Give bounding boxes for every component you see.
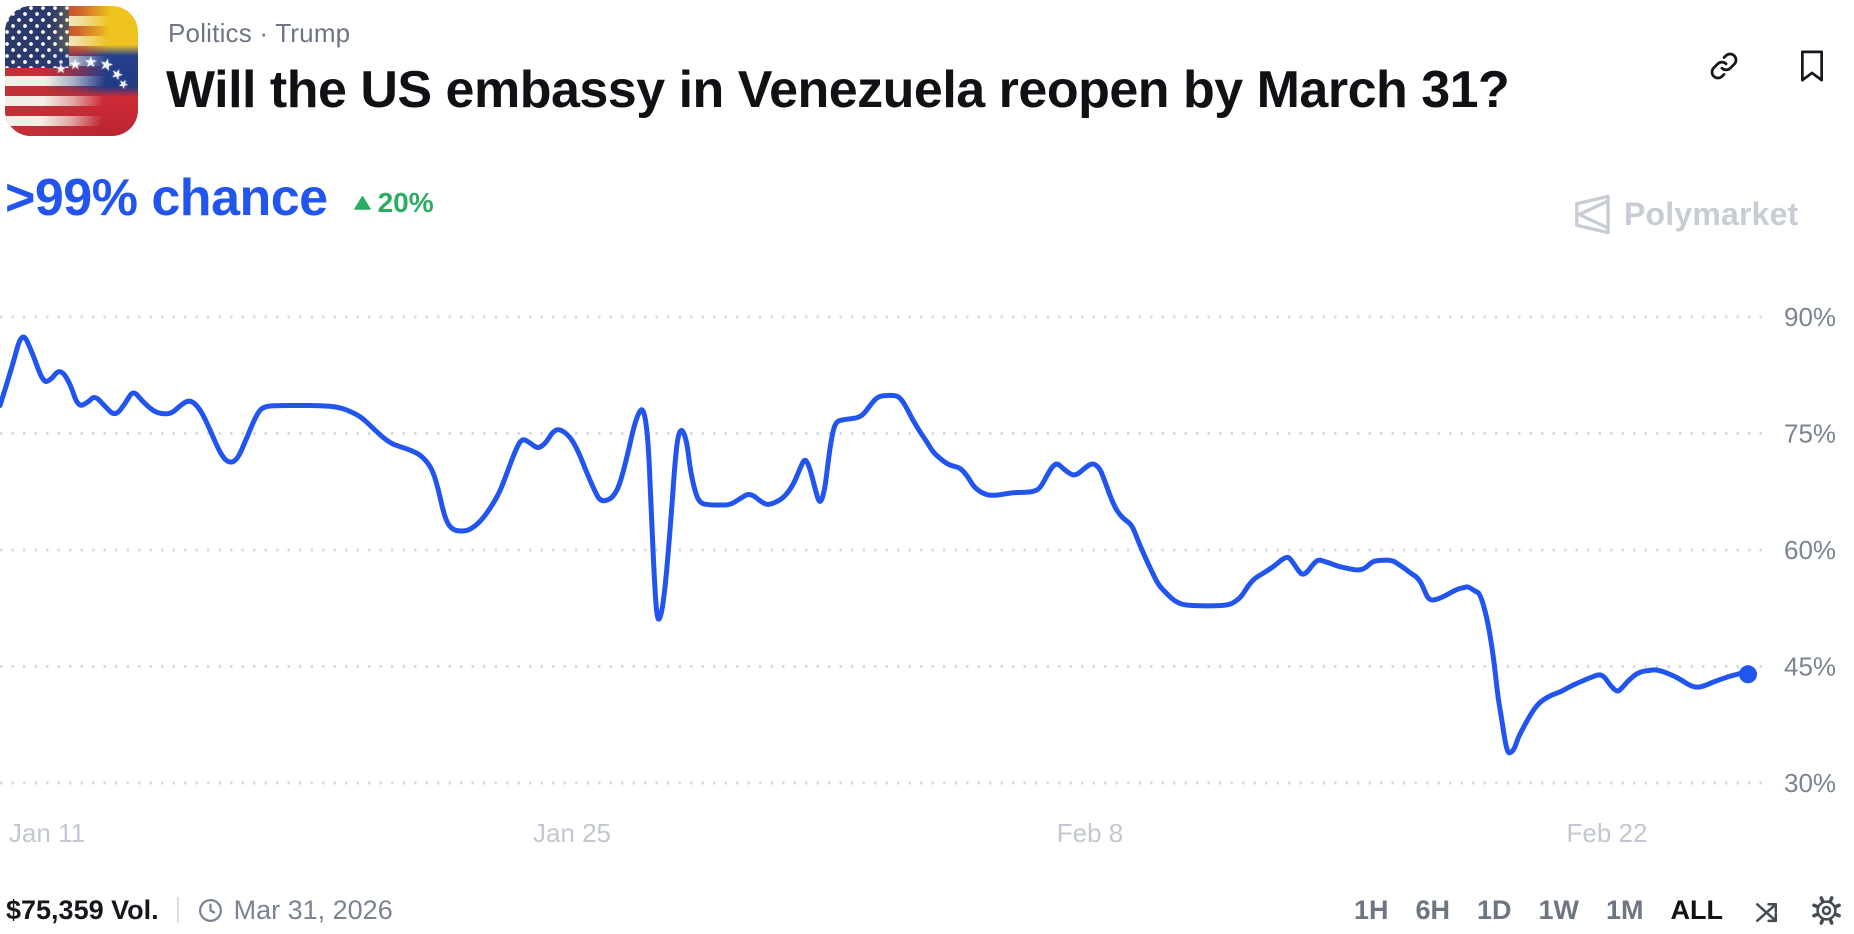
price-chart[interactable]: 90% 75% 60% 45% 30% Jan 11 Jan 25 Feb 8 Feb 22 <box>0 0 1854 870</box>
bookmark-button[interactable] <box>1794 48 1830 84</box>
svg-text:30%: 30% <box>1784 768 1836 798</box>
range-button-1w[interactable]: 1W <box>1538 894 1580 925</box>
svg-text:Jan 11: Jan 11 <box>9 818 85 848</box>
polymarket-logo-icon <box>1575 194 1610 235</box>
svg-text:Feb 22: Feb 22 <box>1567 818 1648 848</box>
copy-link-button[interactable] <box>1706 48 1742 84</box>
flag-star-icon: ★ <box>69 56 82 72</box>
chart-settings-button[interactable] <box>1809 893 1843 927</box>
svg-text:60%: 60% <box>1784 535 1836 565</box>
range-button-1h[interactable]: 1H <box>1353 894 1389 925</box>
svg-text:Jan 25: Jan 25 <box>533 818 611 848</box>
range-button-6h[interactable]: 6H <box>1415 894 1450 925</box>
svg-text:90%: 90% <box>1784 302 1836 332</box>
gear-icon <box>1811 895 1841 925</box>
flag-star-icon: ★ <box>84 54 98 71</box>
polymarket-watermark: Polymarket <box>1568 192 1799 237</box>
clock-icon <box>198 898 222 922</box>
end-date-text: Mar 31, 2026 <box>233 894 393 925</box>
delta-value: 20% <box>377 187 434 218</box>
arrow-up-icon <box>353 196 371 210</box>
y-axis-labels: 90% 75% 60% 45% 30% <box>1784 302 1836 798</box>
footer-divider <box>176 897 179 923</box>
bookmark-icon <box>1801 50 1823 82</box>
watermark-brand-text: Polymarket <box>1624 196 1799 232</box>
x-axis-labels: Jan 11 Jan 25 Feb 8 Feb 22 <box>9 818 1648 848</box>
svg-text:Feb 8: Feb 8 <box>1057 818 1124 848</box>
link-icon <box>1710 52 1738 80</box>
flag-star-icon: ★ <box>55 61 67 76</box>
crossing-arrows-icon <box>1755 902 1777 922</box>
svg-text:75%: 75% <box>1784 419 1836 449</box>
range-button-1m[interactable]: 1M <box>1606 894 1644 925</box>
scale-toggle-button[interactable] <box>1750 894 1782 926</box>
page-title: Will the US embassy in Venezuela reopen … <box>166 61 1510 119</box>
range-button-1d[interactable]: 1D <box>1476 894 1512 925</box>
chance-value: >99% chance <box>5 169 328 227</box>
svg-text:45%: 45% <box>1784 652 1836 682</box>
us-flag-canton <box>5 6 69 68</box>
market-flag-image: ★ ★ ★ ★ ★ ★ <box>5 6 138 136</box>
us-flag-layer <box>5 6 138 136</box>
range-button-all[interactable]: ALL <box>1670 894 1723 925</box>
price-line <box>0 334 1751 756</box>
chart-gridlines <box>0 315 1768 785</box>
breadcrumb[interactable]: Politics · Trump <box>168 18 351 48</box>
price-end-dot <box>1739 665 1757 684</box>
volume-text: $75,359 Vol. <box>6 894 159 925</box>
